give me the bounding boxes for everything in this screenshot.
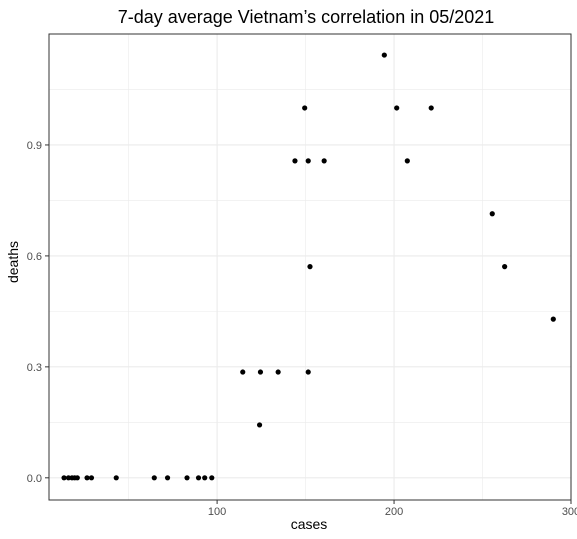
data-point — [428, 105, 434, 111]
data-point — [502, 264, 508, 270]
minor-grid — [49, 34, 571, 500]
data-point — [307, 264, 313, 270]
y-axis-title: deaths — [5, 241, 21, 283]
data-point — [256, 422, 263, 428]
x-axis-title: cases — [291, 516, 328, 532]
y-tick-label: 0.9 — [27, 140, 42, 152]
y-tick-label: 0.6 — [27, 251, 42, 263]
data-point — [195, 475, 202, 481]
data-point — [404, 158, 410, 164]
data-point — [305, 158, 311, 164]
data-point — [184, 475, 190, 481]
chart-title: 7-day average Vietnam’s correlation in 0… — [118, 7, 495, 27]
data-point — [164, 475, 171, 481]
data-point — [113, 475, 119, 481]
x-axis-ticks: 100 200 300 — [208, 500, 577, 518]
x-tick-label: 100 — [208, 506, 226, 518]
data-point — [240, 369, 246, 375]
data-point — [275, 369, 281, 375]
data-point — [209, 475, 215, 481]
data-point — [550, 316, 556, 322]
data-point — [394, 105, 400, 111]
data-point — [74, 475, 80, 481]
y-tick-label: 0.0 — [27, 473, 42, 485]
panel-border — [48, 33, 572, 501]
data-points — [61, 52, 556, 481]
y-tick-label: 0.3 — [27, 362, 42, 374]
data-point — [202, 475, 208, 481]
data-point — [151, 475, 157, 481]
data-point — [321, 158, 327, 164]
data-point — [489, 211, 495, 217]
data-point — [257, 369, 264, 375]
data-point — [381, 52, 387, 58]
x-tick-label: 200 — [385, 506, 403, 518]
data-point — [61, 475, 67, 481]
data-point — [84, 475, 90, 481]
data-point — [302, 105, 308, 111]
data-point — [305, 369, 311, 375]
x-tick-label: 300 — [562, 506, 577, 518]
data-point — [292, 158, 298, 164]
data-point — [88, 475, 95, 481]
y-axis-ticks: 0.0 0.3 0.6 0.9 — [27, 140, 49, 485]
